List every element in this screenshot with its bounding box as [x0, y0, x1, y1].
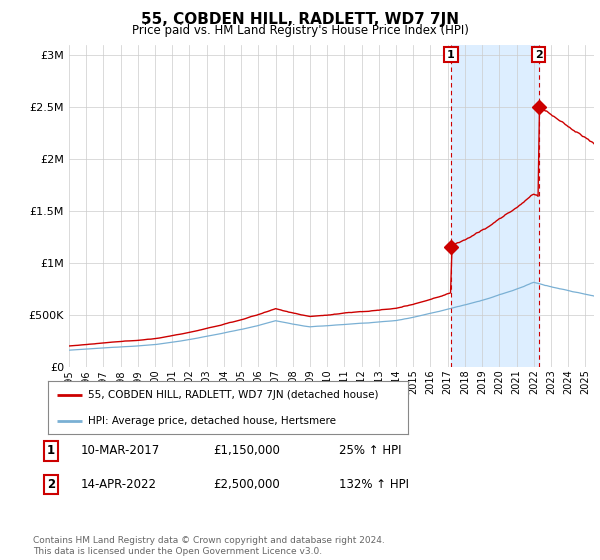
Text: 2: 2	[47, 478, 55, 491]
Text: HPI: Average price, detached house, Hertsmere: HPI: Average price, detached house, Hert…	[88, 416, 335, 426]
Text: 55, COBDEN HILL, RADLETT, WD7 7JN (detached house): 55, COBDEN HILL, RADLETT, WD7 7JN (detac…	[88, 390, 378, 400]
Text: 2: 2	[535, 50, 542, 59]
Text: 10-MAR-2017: 10-MAR-2017	[81, 444, 160, 458]
Text: Price paid vs. HM Land Registry's House Price Index (HPI): Price paid vs. HM Land Registry's House …	[131, 24, 469, 37]
Text: 1: 1	[47, 444, 55, 458]
Text: 132% ↑ HPI: 132% ↑ HPI	[339, 478, 409, 491]
Text: Contains HM Land Registry data © Crown copyright and database right 2024.
This d: Contains HM Land Registry data © Crown c…	[33, 536, 385, 556]
Text: 55, COBDEN HILL, RADLETT, WD7 7JN: 55, COBDEN HILL, RADLETT, WD7 7JN	[141, 12, 459, 27]
Text: 1: 1	[447, 50, 455, 59]
Text: 14-APR-2022: 14-APR-2022	[81, 478, 157, 491]
Text: 25% ↑ HPI: 25% ↑ HPI	[339, 444, 401, 458]
Text: £2,500,000: £2,500,000	[213, 478, 280, 491]
Bar	[451, 45, 539, 367]
Text: £1,150,000: £1,150,000	[213, 444, 280, 458]
